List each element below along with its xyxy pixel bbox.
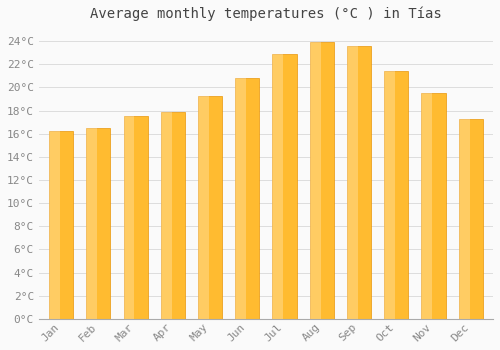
Bar: [422, 93, 432, 319]
Bar: [124, 116, 134, 319]
Bar: [198, 96, 209, 319]
Title: Average monthly temperatures (°C ) in Tías: Average monthly temperatures (°C ) in Tí…: [90, 7, 442, 21]
Bar: [160, 112, 172, 319]
Bar: [347, 46, 358, 319]
Bar: [124, 116, 148, 319]
Bar: [86, 128, 97, 319]
Bar: [422, 93, 446, 319]
Bar: [49, 131, 73, 319]
Bar: [160, 112, 185, 319]
Bar: [310, 42, 334, 319]
Bar: [272, 54, 296, 319]
Bar: [384, 71, 395, 319]
Bar: [310, 42, 320, 319]
Bar: [458, 119, 483, 319]
Bar: [347, 46, 371, 319]
Bar: [458, 119, 469, 319]
Bar: [49, 131, 60, 319]
Bar: [198, 96, 222, 319]
Bar: [235, 78, 246, 319]
Bar: [272, 54, 283, 319]
Bar: [235, 78, 260, 319]
Bar: [86, 128, 110, 319]
Bar: [384, 71, 408, 319]
